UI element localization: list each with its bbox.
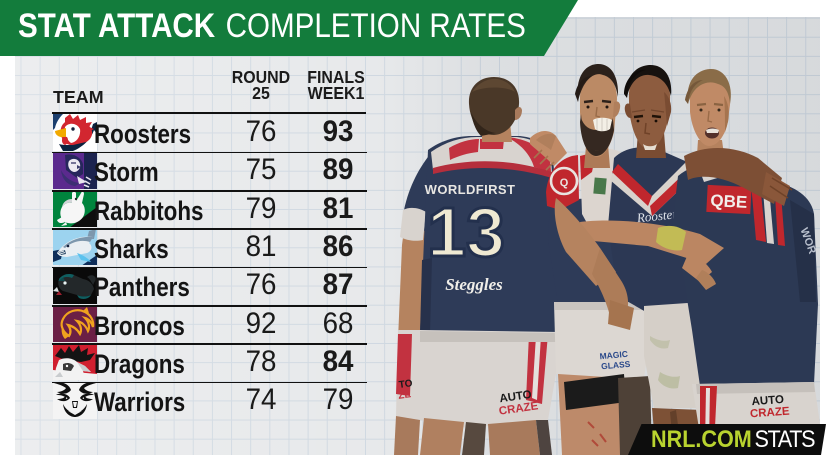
svg-text:CRAZE: CRAZE — [498, 400, 539, 417]
svg-text:AUTO: AUTO — [751, 394, 784, 408]
svg-text:GLASS: GLASS — [601, 359, 631, 372]
svg-text:AUTO: AUTO — [499, 389, 533, 405]
svg-text:Roosters: Roosters — [635, 206, 683, 226]
svg-text:QBE: QBE — [710, 191, 748, 212]
svg-text:WORLDFIRST: WORLDFIRST — [425, 182, 516, 197]
svg-text:Steggles: Steggles — [445, 275, 503, 294]
svg-text:MAGIC: MAGIC — [599, 349, 628, 361]
svg-text:CRAZE: CRAZE — [750, 406, 791, 421]
svg-text:TO: TO — [398, 378, 413, 391]
svg-text:ZE: ZE — [398, 389, 413, 402]
svg-text:Q: Q — [560, 177, 569, 189]
svg-text:13: 13 — [427, 193, 505, 271]
